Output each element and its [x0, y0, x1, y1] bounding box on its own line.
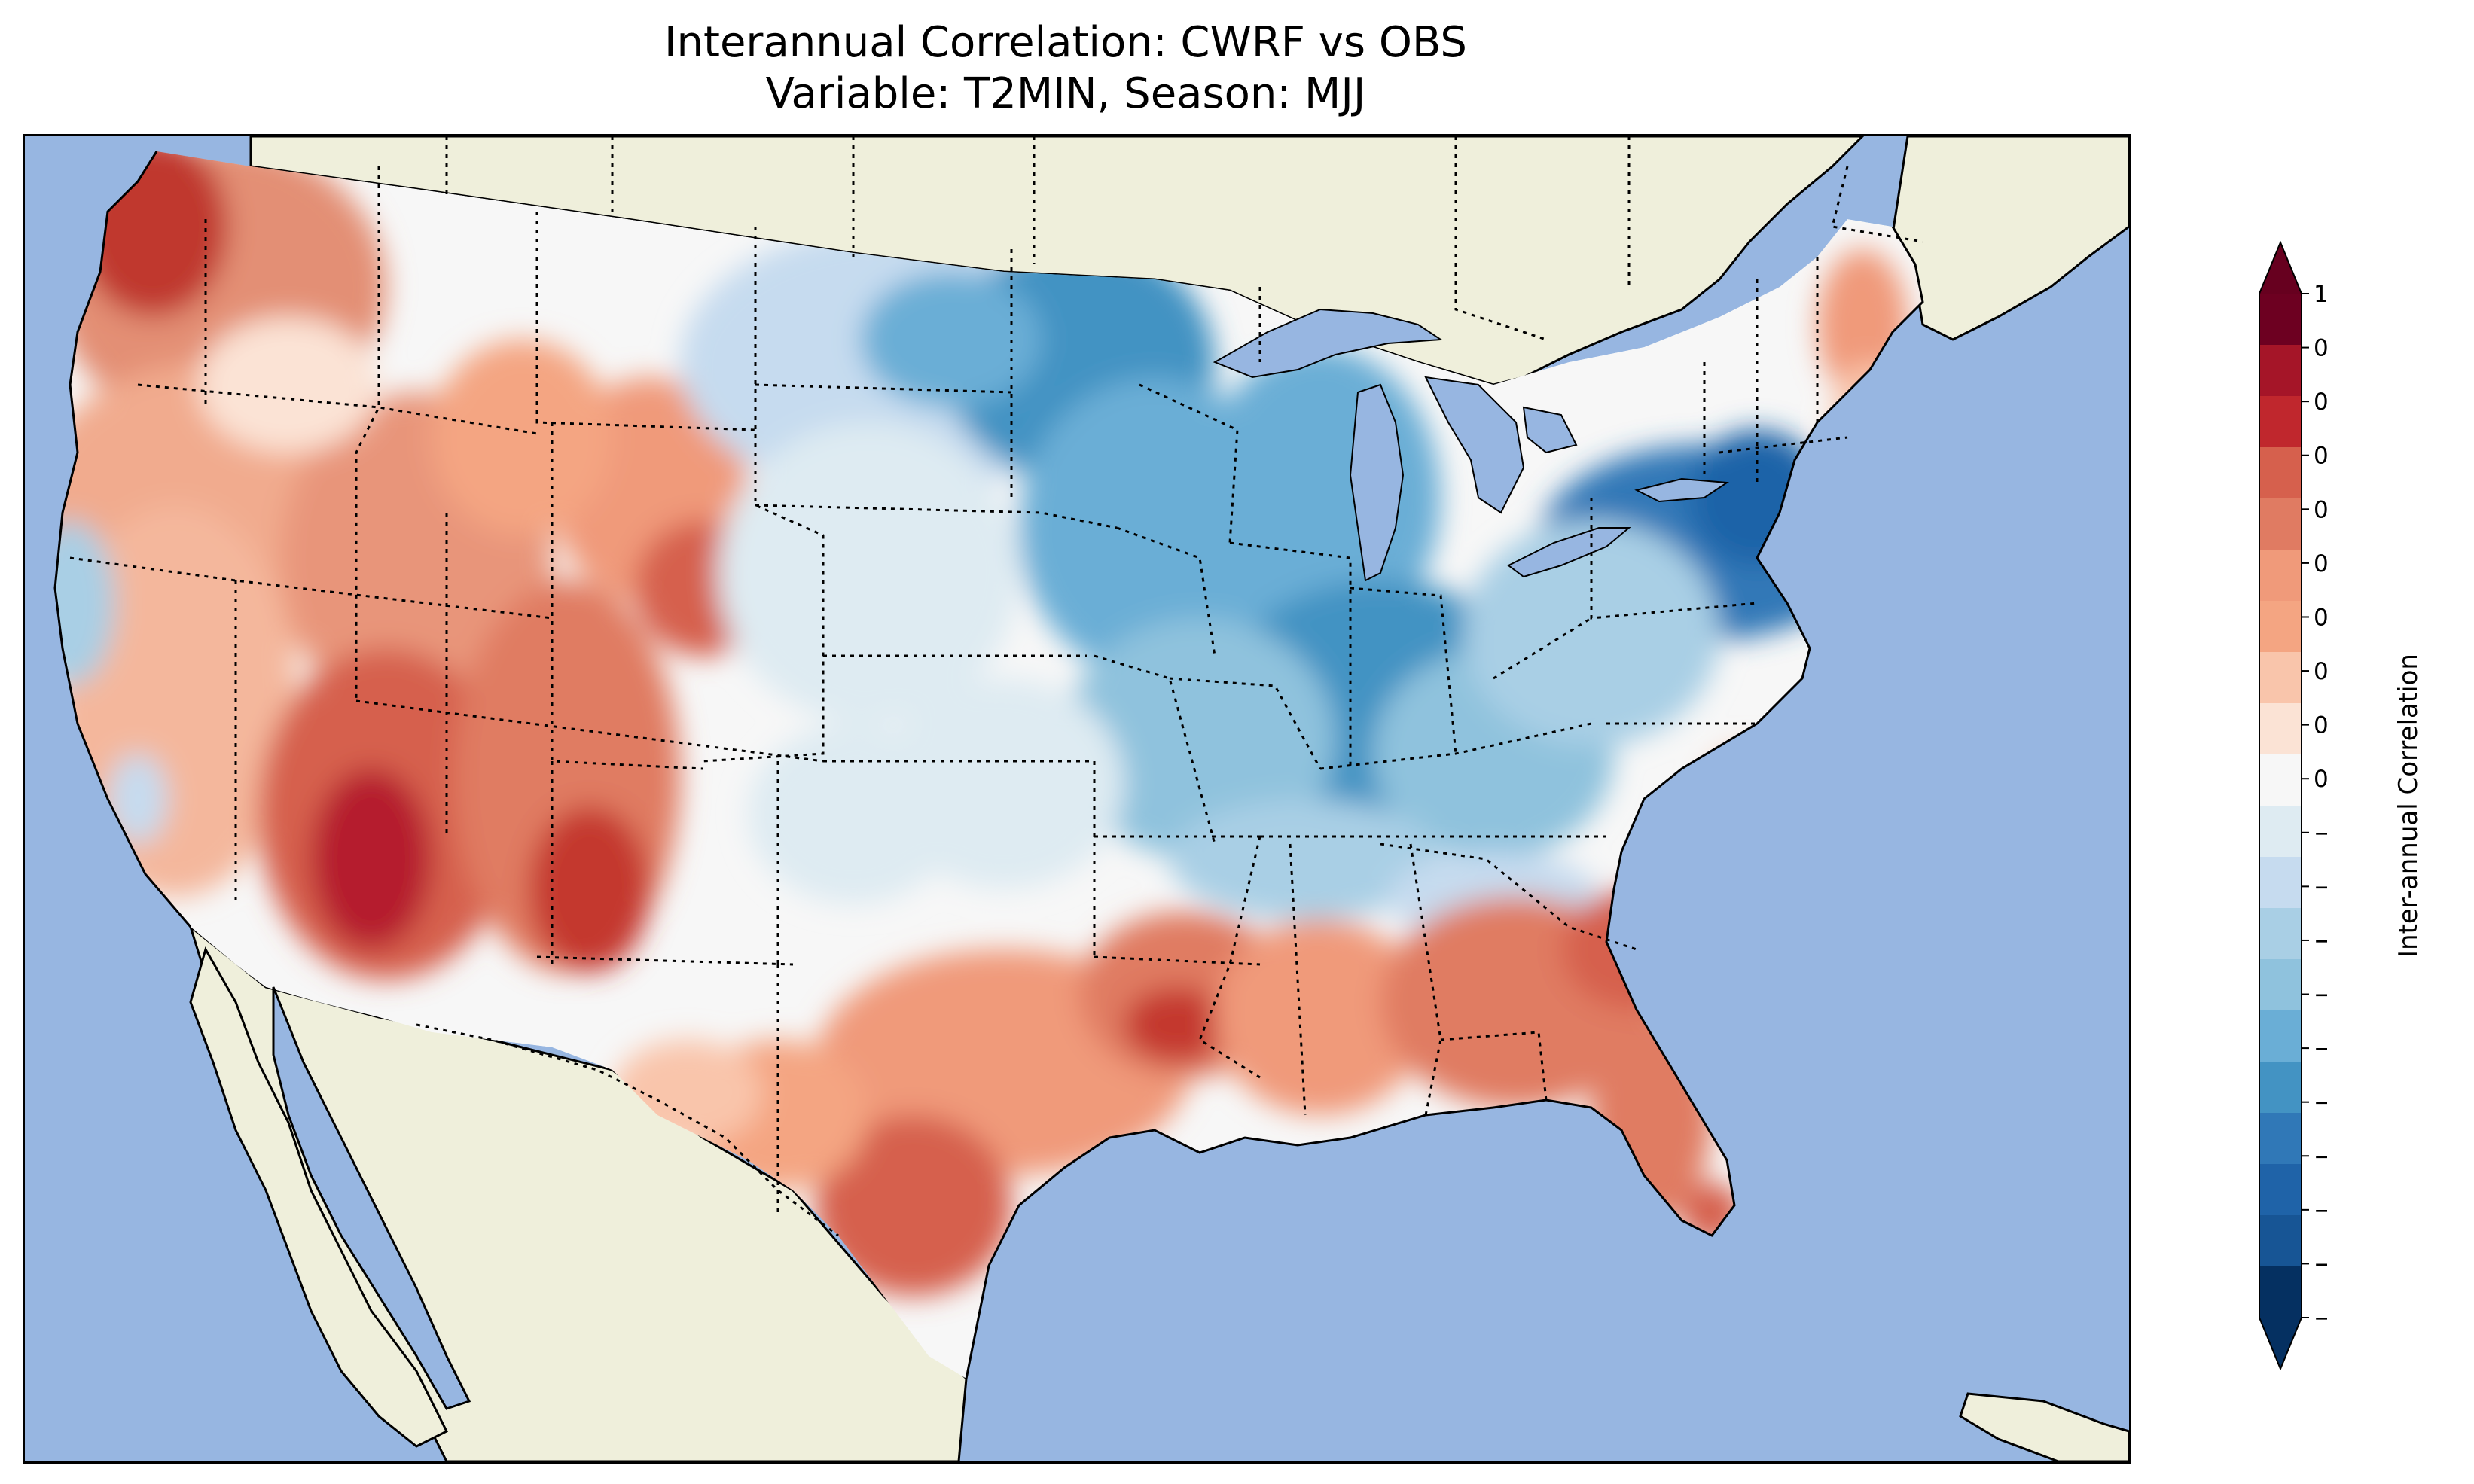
colorbar-tick-label: 1.0	[2314, 281, 2327, 308]
colorbar-bin	[2259, 550, 2302, 602]
lake-superior	[1213, 308, 1443, 379]
colorbar-bin	[2259, 1266, 2302, 1318]
colorbar-bin	[2259, 857, 2302, 909]
colorbar-tick-label: 0.9	[2314, 335, 2327, 362]
colorbar-bins	[2259, 241, 2302, 1370]
colorbar-tick-label: −0.4	[2314, 982, 2327, 1009]
colorbar-bin	[2259, 1215, 2302, 1267]
colorbar-bin	[2259, 908, 2302, 960]
colorbar-bin	[2259, 703, 2302, 755]
colorbar-bin	[2259, 345, 2302, 397]
gulf-of-california	[272, 986, 471, 1410]
lake-erie	[1507, 527, 1631, 578]
colorbar: 1.0 0.9 0.8 0.7 0.6 0.5 0.4 0.3 0.2 0.1 −0.1 −0.2 −0…	[2259, 241, 2327, 1370]
colorbar-extend-min	[2259, 1318, 2302, 1369]
colorbar-tick-label: −0.8	[2314, 1197, 2327, 1224]
conus-correlation-map	[25, 136, 2129, 1461]
colorbar-tick-label: −0.2	[2314, 873, 2327, 900]
colorbar-tick-label: 0.8	[2314, 389, 2327, 416]
georgian-bay	[1522, 406, 1578, 454]
state-borders	[69, 136, 1923, 1237]
colorbar-tick-label: 0.5	[2314, 550, 2327, 577]
colorbar-ticks: 1.0 0.9 0.8 0.7 0.6 0.5 0.4 0.3 0.2 0.1 −0.1 −0.2 −0…	[2302, 281, 2327, 1332]
colorbar-bin	[2259, 396, 2302, 448]
colorbar-bin	[2259, 959, 2302, 1011]
colorbar-extend-max	[2259, 242, 2302, 294]
colorbar-bin	[2259, 498, 2302, 550]
colorbar-tick-label: 0.2	[2314, 712, 2327, 739]
colorbar-tick-label: 0.4	[2314, 604, 2327, 631]
colorbar-tick-label: 0.3	[2314, 658, 2327, 685]
conus-coastline	[53, 151, 1924, 1379]
colorbar-bin	[2259, 806, 2302, 858]
colorbar-tick-label: −0.3	[2314, 928, 2327, 955]
colorbar-tick-label: 0.7	[2314, 443, 2327, 470]
map-panel	[23, 134, 2131, 1464]
colorbar-tick-label: −0.1	[2314, 820, 2327, 847]
colorbar-bin	[2259, 1113, 2302, 1165]
colorbar-bin	[2259, 754, 2302, 806]
colorbar-tick-label: −0.7	[2314, 1143, 2327, 1170]
colorbar-tick-label: 0.1	[2314, 766, 2327, 793]
colorbar-label: Inter-annual Correlation	[2393, 654, 2424, 958]
colorbar-bin	[2259, 447, 2302, 499]
colorbar-bin	[2259, 1010, 2302, 1062]
chart-title-line1: Interannual Correlation: CWRF vs OBS	[664, 18, 1467, 67]
lake-ontario	[1634, 477, 1729, 503]
colorbar-bin	[2259, 601, 2302, 653]
colorbar-tick-label: −0.6	[2314, 1089, 2327, 1117]
colorbar-tick-label: −0.5	[2314, 1035, 2327, 1062]
chart-title-line2: Variable: T2MIN, Season: MJJ	[765, 69, 1366, 118]
colorbar-tick-label: −1.0	[2314, 1305, 2327, 1332]
lake-michigan	[1349, 383, 1405, 582]
cuba-island	[1959, 1392, 2129, 1461]
baja-peninsula	[189, 946, 449, 1448]
lake-huron	[1424, 376, 1525, 514]
colorbar-bin	[2259, 294, 2302, 346]
colorbar-bin	[2259, 652, 2302, 704]
colorbar-bin	[2259, 1164, 2302, 1216]
correlation-field	[55, 151, 1923, 1379]
colorbar-bin	[2259, 1062, 2302, 1114]
colorbar-tick-label: −0.9	[2314, 1251, 2327, 1278]
colorbar-tick-label: 0.6	[2314, 496, 2327, 523]
